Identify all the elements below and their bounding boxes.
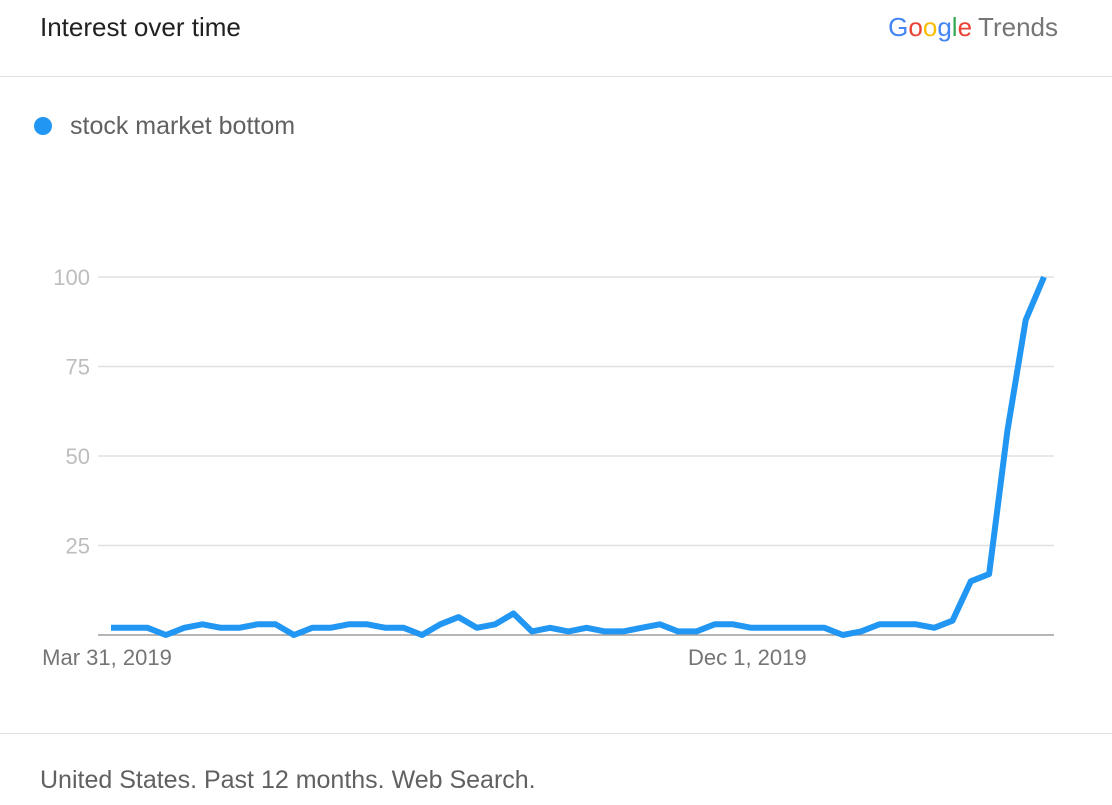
footer-description: United States. Past 12 months. Web Searc…: [40, 766, 536, 794]
logo-letter-4: g: [937, 12, 952, 42]
y-tick-label: 100: [53, 265, 90, 290]
y-tick-label: 75: [66, 355, 90, 380]
logo-letter-2: o: [908, 12, 923, 42]
interest-line-chart[interactable]: 25 50 75 100 Mar 31, 2019 Dec 1, 2019: [0, 240, 1112, 680]
chart-footer: United States. Past 12 months. Web Searc…: [0, 733, 1112, 805]
y-tick-label: 25: [66, 534, 90, 559]
y-tick-label: 50: [66, 444, 90, 469]
legend-series-label: stock market bottom: [70, 111, 296, 140]
series-line-stock-market-bottom: [111, 275, 1047, 638]
chart-legend[interactable]: stock market bottom: [34, 110, 295, 142]
chart-header: Interest over time Google Trends: [0, 0, 1112, 77]
logo-product-name: Trends: [978, 12, 1058, 42]
x-tick-label: Mar 31, 2019: [42, 645, 172, 670]
x-tick-label: Dec 1, 2019: [688, 645, 807, 670]
logo-letter-1: G: [888, 12, 909, 42]
google-trends-logo[interactable]: Google Trends: [888, 12, 1058, 43]
chart-title: Interest over time: [40, 12, 241, 42]
legend-color-dot: [34, 117, 52, 135]
logo-letter-5: l: [951, 12, 958, 42]
logo-letter-3: o: [922, 12, 938, 42]
logo-letter-6: e: [957, 12, 973, 42]
